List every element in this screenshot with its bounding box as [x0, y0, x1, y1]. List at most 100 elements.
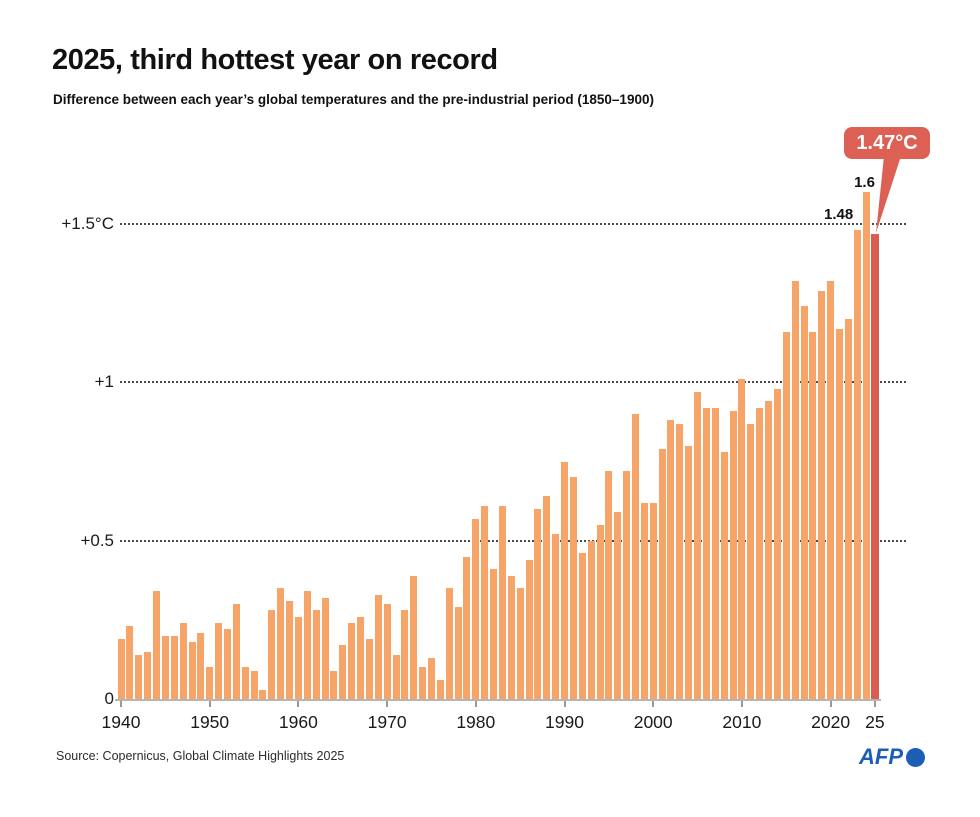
bar-1958: [277, 588, 285, 699]
bar-2013: [765, 401, 772, 699]
bar-1942: [135, 654, 143, 699]
y-axis-label-1: +1: [94, 372, 114, 392]
x-tick-2025: [873, 701, 876, 707]
bar-1982: [490, 569, 497, 699]
bar-1963: [321, 597, 329, 699]
bar-1996: [614, 512, 622, 699]
bar-2014: [773, 388, 781, 699]
bar-2011: [747, 423, 755, 699]
bar-1945: [161, 635, 169, 699]
x-tick-1980: [474, 701, 477, 707]
x-axis-label-1960: 1960: [278, 712, 318, 732]
bar-1995: [605, 471, 613, 699]
bar-1941: [126, 626, 134, 699]
bar-2000: [649, 502, 657, 699]
bar-2008: [720, 452, 728, 699]
temperature-bar-chart: 1.48 1.6 1.47°C +1.5°C +1 +0.5 0 1940 1950 196…: [61, 127, 930, 732]
bar-1972: [401, 610, 409, 699]
gridline-1.5: [120, 223, 906, 226]
bar-1951: [215, 623, 223, 699]
afp-logo-dot-icon: [906, 747, 925, 767]
data-label-2024: 1.6: [854, 174, 875, 191]
bar-1967: [357, 616, 364, 699]
bar-2004: [685, 445, 693, 699]
bar-1993: [587, 540, 595, 699]
bar-1940: [117, 638, 125, 699]
bar-1943: [144, 651, 152, 699]
x-tick-1950: [208, 701, 211, 707]
afp-logo-text: AFP: [859, 744, 903, 769]
x-axis-label-2010: 2010: [722, 712, 762, 732]
x-axis-label-1990: 1990: [545, 712, 584, 732]
bar-2007: [711, 407, 719, 699]
bar-2012: [756, 407, 764, 699]
bar-1991: [569, 477, 577, 699]
bar-1999: [640, 502, 648, 699]
bar-2021: [836, 328, 843, 699]
bar-1988: [543, 496, 551, 699]
callout-2025-badge: 1.47°C: [844, 127, 930, 159]
bar-1975: [427, 657, 435, 699]
x-axis-label-2020: 2020: [811, 712, 851, 732]
bar-1992: [578, 553, 586, 699]
y-axis-label-0.5: +0.5: [80, 530, 114, 550]
bar-1990: [561, 461, 568, 699]
x-axis-label-1940: 1940: [101, 712, 141, 732]
bar-1950: [206, 667, 214, 699]
bar-2002: [667, 420, 675, 699]
bar-1985: [516, 588, 524, 699]
x-axis-label-2025: 25: [865, 712, 885, 732]
page-title: 2025, third hottest year on record: [52, 44, 498, 76]
bar-1976: [436, 680, 444, 699]
x-axis-line: [115, 699, 881, 701]
x-tick-2000: [652, 701, 655, 707]
callout-2025-value: 1.47°C: [856, 131, 918, 154]
y-axis-label-1.5: +1.5°C: [61, 214, 114, 234]
bar-1948: [188, 642, 196, 699]
x-axis-label-2000: 2000: [633, 712, 673, 732]
bar-1989: [552, 534, 560, 699]
bar-1983: [498, 505, 506, 699]
bar-1947: [179, 623, 187, 699]
bar-1981: [481, 505, 489, 699]
bar-1974: [419, 667, 427, 699]
bar-1959: [286, 600, 293, 699]
bar-2020: [827, 281, 835, 699]
bar-1953: [232, 604, 240, 699]
bar-1949: [197, 632, 205, 699]
bar-1961: [303, 591, 311, 699]
bar-1966: [348, 623, 356, 699]
bar-1965: [339, 645, 347, 699]
bar-2023: [853, 230, 861, 699]
bar-1980: [472, 518, 480, 699]
bar-2019: [818, 290, 826, 699]
bar-1987: [534, 509, 542, 699]
bar-1955: [250, 670, 258, 699]
bar-1994: [596, 524, 604, 699]
bar-2016: [791, 281, 799, 699]
data-label-2023: 1.48: [824, 206, 854, 223]
bar-2015: [782, 331, 790, 699]
bar-1969: [374, 594, 382, 699]
bar-2018: [809, 331, 817, 699]
bar-2001: [658, 448, 666, 699]
bar-2006: [702, 407, 710, 699]
gridline-1: [120, 381, 906, 384]
x-tick-1940: [120, 701, 122, 707]
bar-1952: [223, 629, 231, 699]
bar-1944: [153, 591, 160, 699]
x-axis-label-1980: 1980: [456, 712, 496, 732]
bar-1968: [365, 638, 373, 699]
bar-1979: [463, 556, 471, 699]
chart-subtitle: Difference between each year’s global te…: [53, 92, 654, 107]
bar-1977: [445, 588, 453, 699]
bar-2005: [694, 391, 701, 699]
x-tick-2020: [829, 701, 832, 707]
bar-1946: [170, 635, 178, 699]
y-axis-label-0: 0: [104, 689, 114, 708]
bar-1986: [525, 559, 533, 699]
bar-1956: [259, 689, 267, 699]
bar-2009: [729, 410, 737, 699]
bar-2024: [862, 192, 870, 699]
